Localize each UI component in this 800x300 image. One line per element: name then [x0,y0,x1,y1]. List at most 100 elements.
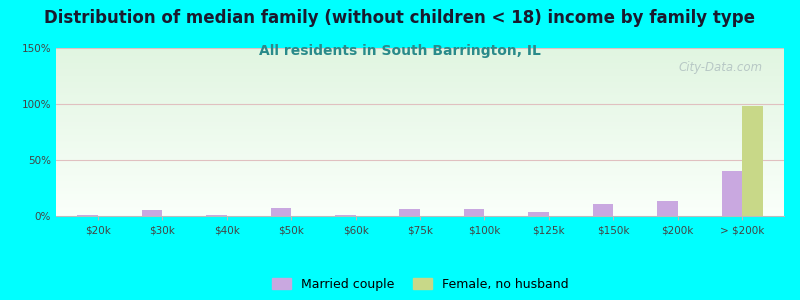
Bar [56,206,784,207]
Bar [56,84,784,85]
Bar [56,65,784,66]
Bar [722,171,742,216]
Bar [56,98,784,100]
Bar [56,210,784,211]
Bar [56,207,784,208]
Bar [56,149,784,150]
Bar [56,151,784,152]
Bar [56,177,784,178]
Bar [56,67,784,68]
Bar [56,73,784,74]
Bar [56,117,784,119]
Bar [56,97,784,98]
Bar [56,154,784,155]
Bar [399,209,420,216]
Bar [56,162,784,164]
Bar [56,57,784,58]
Legend: Married couple, Female, no husband: Married couple, Female, no husband [267,273,573,296]
Bar [56,130,784,131]
Bar [56,82,784,83]
Bar [56,193,784,194]
Bar [56,179,784,180]
Bar [56,92,784,93]
Bar [56,181,784,182]
Bar [56,202,784,204]
Bar [56,172,784,173]
Bar [56,107,784,109]
Bar [593,204,614,216]
Bar [56,61,784,63]
Bar [56,60,784,62]
Bar [56,153,784,154]
Bar [56,208,784,209]
Bar [56,170,784,171]
Bar [56,55,784,56]
Bar [56,212,784,213]
Bar [56,143,784,144]
Bar [56,75,784,76]
Bar [56,129,784,130]
Bar [56,173,784,175]
Bar [56,54,784,55]
Bar [56,59,784,60]
Bar [56,113,784,114]
Bar [56,194,784,195]
Bar [464,209,485,216]
Bar [56,115,784,116]
Bar [56,70,784,71]
Bar [56,176,784,177]
Bar [56,187,784,188]
Bar [56,152,784,153]
Bar [742,106,762,216]
Bar [56,159,784,160]
Bar [56,161,784,162]
Bar [56,125,784,126]
Bar [56,148,784,149]
Bar [56,175,784,176]
Bar [56,140,784,141]
Bar [56,195,784,196]
Bar [56,141,784,142]
Bar [56,114,784,115]
Bar [56,69,784,70]
Bar [56,133,784,134]
Bar [56,86,784,87]
Bar [56,105,784,106]
Bar [56,48,784,49]
Bar [56,160,784,161]
Bar [56,78,784,80]
Bar [56,89,784,91]
Bar [56,87,784,88]
Bar [56,104,784,105]
Bar [56,199,784,200]
Bar [56,103,784,104]
Bar [56,205,784,206]
Bar [56,171,784,172]
Bar [56,204,784,205]
Bar [56,196,784,197]
Bar [56,188,784,189]
Bar [56,132,784,133]
Bar [56,139,784,140]
Bar [56,157,784,158]
Bar [56,184,784,186]
Bar [56,126,784,128]
Bar [56,123,784,124]
Bar [56,142,784,143]
Bar [56,215,784,216]
Bar [56,197,784,198]
Bar [206,215,226,216]
Bar [56,118,784,120]
Bar [56,158,784,159]
Bar [56,50,784,51]
Bar [56,56,784,57]
Bar [56,186,784,187]
Bar [56,111,784,112]
Bar [56,116,784,117]
Text: City-Data.com: City-Data.com [678,61,762,74]
Bar [56,168,784,169]
Bar [142,210,162,216]
Bar [56,102,784,103]
Bar [56,166,784,167]
Bar [56,189,784,190]
